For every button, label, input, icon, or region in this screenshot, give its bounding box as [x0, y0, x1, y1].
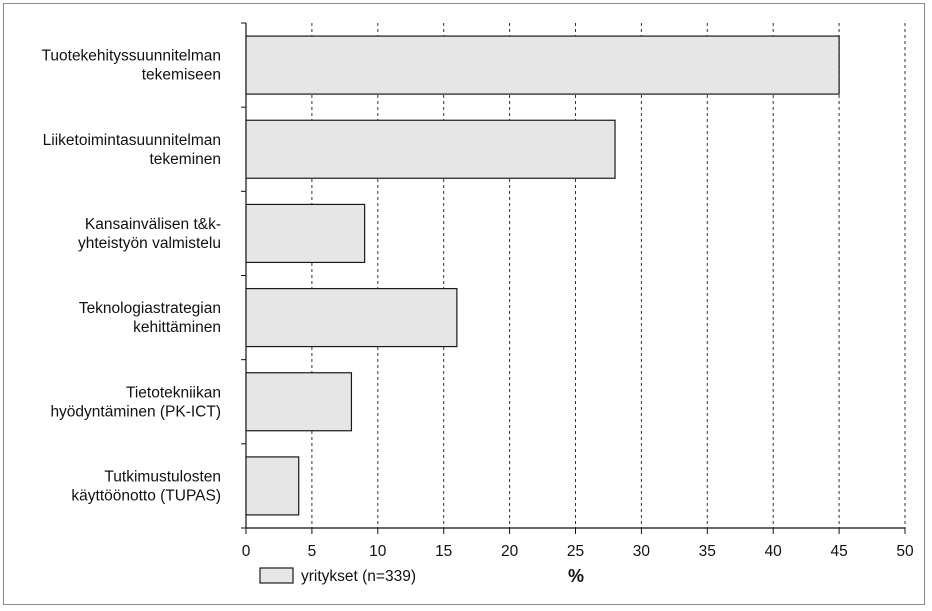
bar	[245, 35, 840, 95]
category-label: Tietotekniikan hyödyntäminen (PK-ICT)	[50, 384, 221, 420]
x-tick-label: 50	[896, 543, 914, 560]
category-label: Tuotekehityssuunnitelman tekemiseen	[42, 48, 222, 84]
category-label: Tutkimustulosten käyttöönotto (TUPAS)	[71, 468, 221, 504]
bar	[245, 203, 366, 264]
category-label: Teknologiastrategian kehittäminen	[79, 300, 221, 336]
x-tick-label: 0	[242, 543, 251, 560]
legend-label: yritykset (n=339)	[301, 568, 416, 585]
category-label: Liiketoimintasuunnitelman tekeminen	[43, 132, 221, 168]
x-tick-label: 10	[369, 543, 387, 560]
x-tick-label: 5	[308, 543, 317, 560]
bar	[245, 287, 458, 348]
category-label: Kansainvälisen t&k-yhteistyön valmistelu	[78, 216, 221, 252]
chart-frame: 0 5 10 15 20 25 30 35 40 45 50 Tuotekehityssuunnite…	[3, 3, 925, 605]
x-axis-label: %	[568, 566, 584, 586]
bar	[245, 119, 616, 179]
bar	[245, 456, 300, 516]
x-tick-label: 35	[699, 543, 716, 560]
bar-chart: 0 5 10 15 20 25 30 35 40 45 50 Tuotekehityssuunnite…	[42, 22, 914, 586]
x-tick-label: 45	[830, 543, 847, 560]
x-tick-label: 40	[765, 543, 783, 560]
x-tick-label: 15	[435, 543, 452, 560]
legend-swatch	[259, 567, 294, 584]
x-tick-label: 25	[567, 543, 584, 560]
x-tick-label: 20	[501, 543, 519, 560]
x-tick-label: 30	[633, 543, 651, 560]
bar	[245, 372, 353, 432]
